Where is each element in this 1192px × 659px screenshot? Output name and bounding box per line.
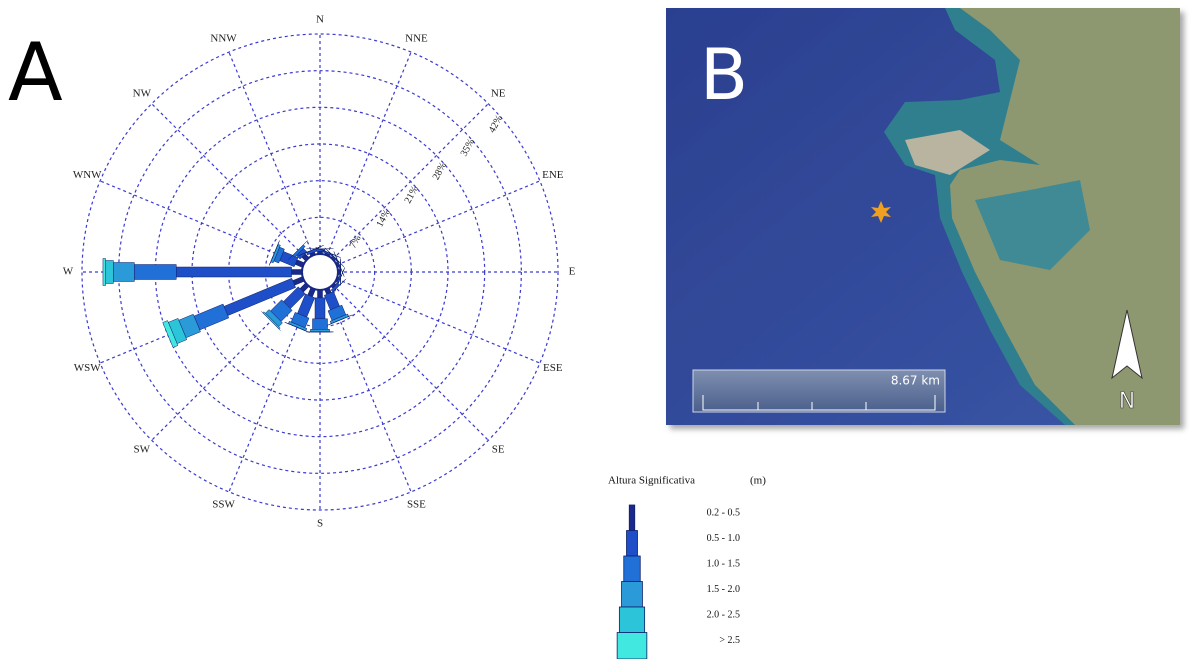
legend-title: Altura Significativa <box>608 475 695 487</box>
rose-segment <box>103 259 106 286</box>
direction-label: SSW <box>212 498 235 510</box>
direction-label: ENE <box>542 169 564 181</box>
rose-segment <box>311 329 330 332</box>
wave-rose: 7%14%21%28%35%42%NNNENEENEEESESESSESSSWS… <box>63 14 766 659</box>
spoke <box>337 181 540 265</box>
legend-label: 0.2 - 0.5 <box>707 507 740 518</box>
rose-segment <box>194 304 229 330</box>
legend-swatch <box>617 633 647 659</box>
legend-swatch <box>619 607 644 633</box>
legend-swatch <box>622 582 643 608</box>
spoke <box>337 279 540 363</box>
r-tick-label: 28% <box>431 161 449 182</box>
direction-label: N <box>316 14 324 26</box>
direction-label: NNW <box>210 33 237 45</box>
legend-label: 2.0 - 2.5 <box>707 609 740 620</box>
scale-label: 8.67 km <box>891 374 940 388</box>
direction-label: WNW <box>73 169 102 181</box>
rose-segment <box>318 251 323 254</box>
spoke <box>333 104 489 260</box>
direction-label: WSW <box>74 362 102 374</box>
direction-label: SW <box>134 444 151 456</box>
direction-label: SSE <box>407 498 426 510</box>
rose-segment <box>293 277 305 286</box>
rose-segment <box>313 319 328 329</box>
legend-label: 0.5 - 1.0 <box>707 533 740 544</box>
direction-label: S <box>317 518 323 530</box>
legend-label: 1.5 - 2.0 <box>707 584 740 595</box>
figure: A B 8.67 km N 7%14%21%28%35%42%NNNENEENE… <box>0 0 1192 659</box>
r-tick-label: 42% <box>487 113 505 134</box>
rose-segment <box>315 298 325 319</box>
panel-label: B <box>700 34 748 116</box>
map-panel: B 8.67 km N <box>666 8 1180 425</box>
direction-label: E <box>569 266 576 278</box>
direction-label: NW <box>133 87 152 99</box>
legend-unit: (m) <box>750 475 766 487</box>
north-label: N <box>1119 389 1135 414</box>
direction-label: ESE <box>543 362 563 374</box>
rose-segment <box>106 261 114 284</box>
direction-label: W <box>63 266 74 278</box>
legend-label: 1.0 - 1.5 <box>707 558 740 569</box>
rose-segment <box>318 290 323 298</box>
rose-segment <box>292 270 302 275</box>
spoke <box>229 52 313 255</box>
legend-swatch <box>629 505 635 531</box>
panel-label: A <box>8 26 63 119</box>
rose-segment <box>176 267 291 277</box>
legend-swatch <box>627 531 638 557</box>
r-tick-label: 35% <box>459 137 477 158</box>
direction-label: NE <box>491 87 506 99</box>
spoke <box>152 104 308 260</box>
direction-label: SE <box>492 444 505 456</box>
legend-swatch <box>624 556 641 582</box>
legend-label: > 2.5 <box>719 635 740 646</box>
r-tick-label: 14% <box>374 208 392 229</box>
spoke <box>333 285 489 441</box>
rose-segment <box>113 263 134 282</box>
rose-segment <box>134 265 176 280</box>
direction-label: NNE <box>405 33 428 45</box>
page: A B 8.67 km N 7%14%21%28%35%42%NNNENEENE… <box>0 0 1192 659</box>
